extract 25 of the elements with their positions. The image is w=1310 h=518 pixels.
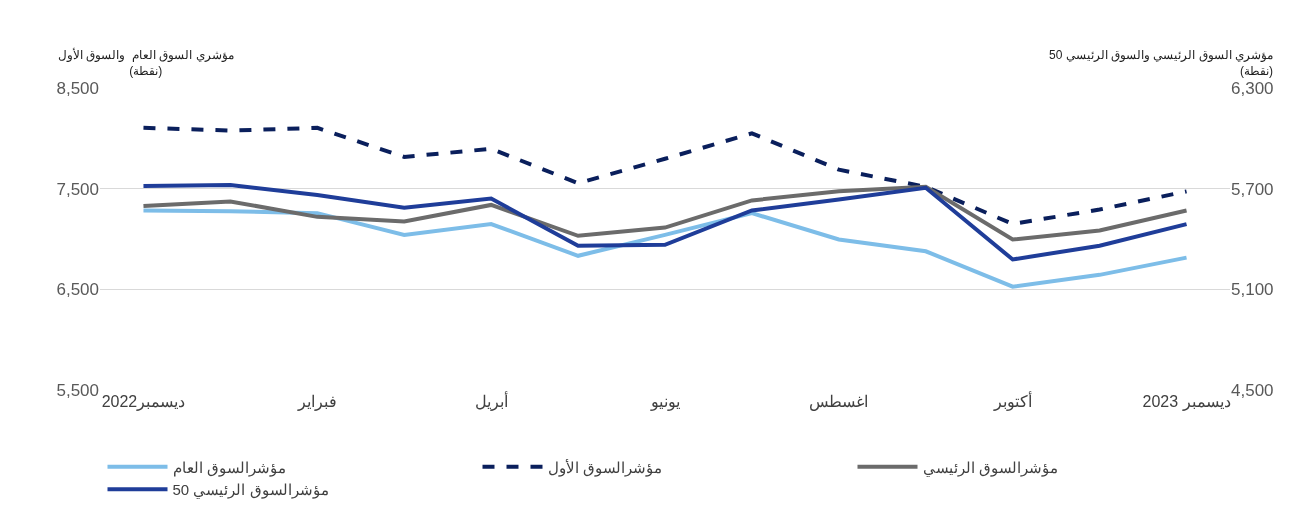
legend-label: مؤشرالسوق الرئيسي [922, 458, 1058, 477]
y-axis-title: مؤشري السوق العام والسوق الأول (نقطة) [58, 47, 234, 78]
x-tick-label: أبريل [474, 391, 508, 411]
x-tick-label: اغسطس [809, 393, 869, 411]
y2-tick-label: 5,100 [1231, 280, 1274, 300]
y-tick-label: 6,500 [56, 280, 99, 300]
x-tick-label: ديسمبر2022 [101, 393, 186, 411]
line-series [141, 208, 1189, 289]
y2-tick-label: 5,700 [1231, 179, 1274, 199]
line-series [141, 125, 1189, 226]
line-series [141, 182, 1189, 262]
legend-label: مؤشرالسوق الأول [547, 458, 662, 477]
line-series [141, 184, 1189, 242]
legend-label: مؤشرالسوق الرئيسي 50 [172, 481, 329, 499]
y2-axis-title: مؤشري السوق الرئيسي والسوق الرئيسي 50 (نقطة) [1049, 48, 1274, 78]
x-tick-label: أكتوبر [992, 391, 1032, 411]
x-tick-label: يونيو [649, 393, 680, 411]
y-tick-label: 7,500 [56, 179, 99, 199]
x-tick-label: فبراير [296, 393, 337, 411]
y-tick-label: 8,500 [56, 78, 99, 98]
y2-tick-label: 4,500 [1231, 380, 1274, 400]
x-tick-label: ديسمبر 2023 [1142, 393, 1231, 411]
y2-tick-label: 6,300 [1231, 78, 1274, 98]
y-tick-label: 5,500 [56, 380, 99, 400]
legend-label: مؤشرالسوق العام [172, 458, 286, 477]
